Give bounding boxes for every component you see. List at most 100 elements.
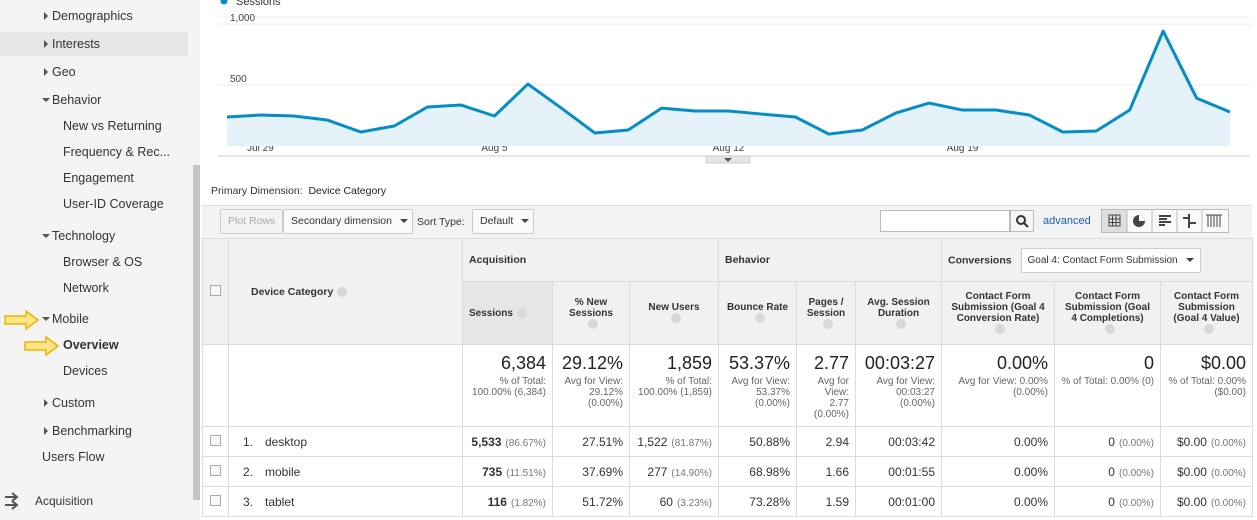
- nav-item[interactable]: Overview: [63, 338, 119, 352]
- metric-cell: 116 (1.82%): [462, 486, 553, 517]
- view-switcher[interactable]: [1101, 209, 1229, 233]
- search-box[interactable]: [880, 210, 1010, 232]
- metric-value: 277: [647, 464, 668, 479]
- total-cell: 29.12% Avg for View: 29.12% (0.00%): [552, 344, 630, 427]
- metric-cell: $0.00 (0.00%): [1160, 456, 1253, 487]
- row-select: [202, 426, 229, 457]
- column-header[interactable]: Pages / Session: [796, 281, 856, 345]
- nav-item[interactable]: Geo: [44, 65, 76, 79]
- checkbox[interactable]: [210, 434, 221, 446]
- column-header[interactable]: Contact Form Submission (Goal 4 Value): [1160, 281, 1253, 345]
- label: Secondary dimension: [291, 215, 392, 227]
- checkbox[interactable]: [210, 494, 221, 506]
- metric-value: 51.72%: [582, 494, 623, 509]
- pointer-arrow: [4, 309, 40, 331]
- secondary-dimension[interactable]: Secondary dimension: [283, 209, 413, 234]
- column-header[interactable]: New Users: [629, 281, 719, 345]
- nav-item[interactable]: Network: [63, 281, 109, 295]
- nav-item[interactable]: Browser & OS: [63, 255, 143, 269]
- metric-value: 73.28%: [749, 494, 790, 509]
- nav-item[interactable]: Custom: [43, 396, 96, 410]
- x-tick-label: Aug 19: [947, 143, 979, 154]
- checkbox[interactable]: [210, 284, 221, 296]
- data-table: Device Category Acquisition Behavior Con…: [202, 238, 1253, 517]
- nav-item[interactable]: Devices: [63, 364, 108, 378]
- metric-cell: 0 (0.00%): [1054, 426, 1161, 457]
- row-index: 1.: [243, 434, 254, 449]
- column-header[interactable]: Avg. Session Duration: [855, 281, 942, 345]
- x-tick-label: Aug 5: [481, 143, 508, 154]
- nav-item[interactable]: Technology: [41, 229, 116, 243]
- series-area: [227, 31, 1230, 147]
- nav-item[interactable]: Acquisition: [35, 494, 94, 508]
- total-sub: % of Total: 100.00% (1,859): [638, 376, 712, 398]
- metric-share: (0.00%): [1118, 497, 1154, 509]
- metric-value: 0: [1108, 464, 1115, 479]
- column-header[interactable]: Contact Form Submission (Goal 4 Completi…: [1054, 281, 1161, 345]
- metric-value: $0.00: [1176, 434, 1207, 449]
- sort-type[interactable]: Default: [472, 209, 534, 234]
- total-sub: % of Total: 0.00% (0): [1061, 376, 1154, 387]
- group-header: Acquisition: [462, 238, 719, 282]
- column-title: Contact Form Submission (Goal 4 Completi…: [1064, 291, 1150, 324]
- row-index: 2.: [243, 464, 254, 479]
- goal-select[interactable]: Goal 4: Contact Form Submission: [1020, 247, 1201, 273]
- metric-cell: 0.00%: [941, 426, 1055, 457]
- total-sub: Avg for View: 53.37% (0.00%): [731, 376, 790, 409]
- total-value: 6,384: [500, 353, 546, 373]
- total-sub: % of Total: 100.00% (6,384): [472, 376, 546, 398]
- total-cell: 1,859 % of Total: 100.00% (1,859): [629, 344, 719, 427]
- search-icon: [1016, 215, 1029, 228]
- search-button[interactable]: [1010, 210, 1034, 232]
- total-value: 1,859: [666, 353, 712, 373]
- column-title: Sessions: [469, 307, 513, 319]
- data-row: 1. desktop 5,533 (86.67%) 27.51% 1,522 (81.87%…: [202, 426, 1253, 457]
- nav-item[interactable]: Users Flow: [42, 450, 105, 464]
- row-name[interactable]: mobile: [265, 464, 301, 479]
- advanced-link[interactable]: advanced: [1043, 215, 1091, 227]
- metric-cell: 0.00%: [941, 486, 1055, 517]
- nav-highlight: [0, 32, 188, 56]
- nav-item[interactable]: Frequency & Rec...: [63, 145, 170, 159]
- checkbox[interactable]: [210, 464, 221, 476]
- nav-item[interactable]: Behavior: [41, 93, 102, 107]
- metric-cell: 50.88%: [718, 426, 797, 457]
- sidebar: Demographics Interests Geo Behavior New …: [0, 0, 200, 520]
- metric-value: 735: [482, 464, 503, 479]
- column-header[interactable]: Contact Form Submission (Goal 4 Conversi…: [941, 281, 1055, 345]
- total-cell: 00:03:27 Avg for View: 00:03:27 (0.00%): [855, 344, 942, 427]
- x-tick-label: Jul 29: [247, 143, 274, 154]
- total-cell: 0.00% Avg for View: 0.00% (0.00%): [941, 344, 1055, 427]
- nav-item[interactable]: Interests: [44, 37, 100, 51]
- nav-item[interactable]: Engagement: [63, 171, 134, 185]
- label: Primary Dimension:: [211, 185, 303, 197]
- nav-item[interactable]: User-ID Coverage: [63, 197, 164, 211]
- metric-cell: 2.94: [796, 426, 856, 457]
- nav-item[interactable]: Mobile: [42, 312, 89, 326]
- total-cell: $0.00 % of Total: 0.00% ($0.00): [1160, 344, 1253, 427]
- metric-value: 50.88%: [749, 434, 790, 449]
- help-icon: [823, 318, 833, 329]
- row-name[interactable]: desktop: [265, 434, 308, 449]
- tab-caret: [724, 158, 732, 162]
- nav-item[interactable]: New vs Returning: [63, 119, 162, 133]
- metric-cell: 5,533 (86.67%): [462, 426, 553, 457]
- nav-item[interactable]: Demographics: [44, 9, 133, 23]
- metric-value: 27.51%: [582, 434, 623, 449]
- metric-cell: 27.51%: [552, 426, 630, 457]
- column-header[interactable]: Bounce Rate: [718, 281, 797, 345]
- row-name[interactable]: tablet: [265, 494, 295, 509]
- label: Device Category: [251, 285, 334, 298]
- scrollbar[interactable]: [193, 165, 200, 500]
- total-cell: 53.37% Avg for View: 53.37% (0.00%): [718, 344, 797, 427]
- total-value: 0.00%: [996, 353, 1048, 373]
- metric-value: 0.00%: [1013, 434, 1048, 449]
- help-icon: [1203, 324, 1214, 335]
- nav-item[interactable]: Benchmarking: [44, 424, 132, 438]
- column-header[interactable]: Sessions: [462, 281, 553, 345]
- plot-rows-button[interactable]: Plot Rows: [220, 209, 284, 234]
- metric-value: $0.00: [1176, 494, 1207, 509]
- group-header: Conversions Goal 4: Contact Form Submiss…: [941, 238, 1253, 282]
- column-header[interactable]: % New Sessions: [552, 281, 630, 345]
- total-cell: 6,384 % of Total: 100.00% (6,384): [462, 344, 553, 427]
